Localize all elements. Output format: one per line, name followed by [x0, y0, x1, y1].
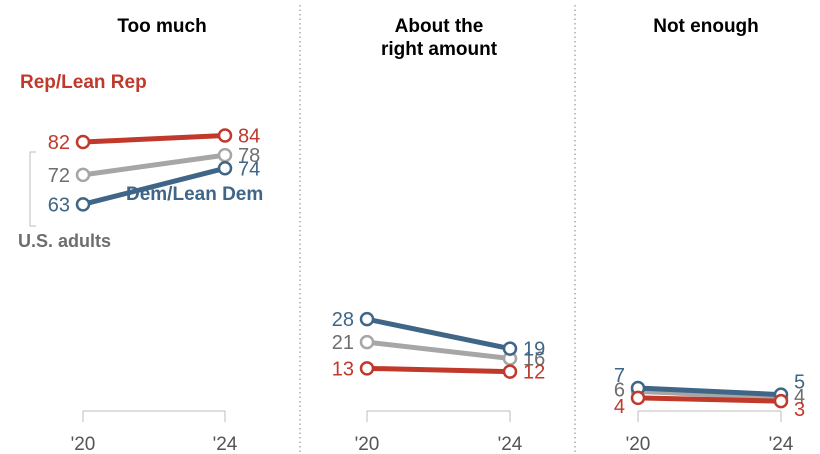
legend-label-rep: Rep/Lean Rep: [20, 72, 147, 93]
x-tick-label: '24: [498, 434, 523, 454]
value-label-rep: 12: [523, 362, 545, 384]
panel-title: About the: [395, 16, 484, 37]
x-tick-label: '24: [769, 434, 794, 454]
data-point-rep: [502, 364, 518, 379]
value-label-dem: 63: [48, 194, 70, 216]
series-line-dem: [80, 165, 228, 207]
value-label-us: 4: [794, 386, 805, 408]
series-line-us: [635, 388, 784, 401]
data-point-us: [217, 147, 233, 163]
value-label-rep: 82: [48, 132, 70, 154]
series-line-us: [80, 152, 228, 178]
series-line-dem: [364, 316, 513, 352]
value-label-rep: 13: [332, 358, 354, 380]
legend-label-us: U.S. adults: [18, 231, 111, 251]
value-label-us: 72: [48, 165, 70, 187]
value-label-dem: 5: [794, 372, 805, 394]
data-point-rep: [773, 393, 789, 409]
series-line-rep: [364, 365, 513, 375]
panel-dividers: [299, 5, 576, 454]
value-label-us: 78: [238, 145, 260, 167]
us-label-bracket: [29, 151, 36, 227]
value-label-rep: 4: [614, 396, 625, 418]
value-label-dem: 28: [332, 309, 354, 331]
data-point-dem: [359, 311, 375, 327]
series-line-dem: [635, 385, 784, 398]
x-axes: '20 '24 '20 '24 '20 '24: [71, 410, 794, 454]
panel-title: Not enough: [653, 16, 759, 37]
x-tick-label: '20: [626, 434, 651, 454]
data-point-rep: [630, 390, 646, 406]
data-point-rep: [359, 361, 375, 376]
series-lines: [75, 128, 789, 409]
data-point-dem: [502, 341, 518, 356]
value-label-us: 21: [332, 332, 354, 354]
series-line-rep: [635, 395, 784, 404]
inline-legend: Rep/Lean Rep Dem/Lean Dem U.S. adults: [18, 72, 263, 251]
x-tick-label: '20: [71, 434, 96, 454]
x-tick-label: '20: [355, 434, 380, 454]
panel-title: right amount: [381, 39, 498, 60]
data-point-dem: [75, 197, 91, 212]
panel-title: Too much: [117, 16, 206, 37]
value-label-us: 16: [523, 349, 545, 371]
value-label-dem: 19: [523, 339, 545, 361]
value-label-rep: 84: [238, 125, 260, 147]
x-tick-label: '24: [213, 434, 238, 454]
series-line-us: [364, 339, 513, 362]
value-label-rep: 3: [794, 399, 805, 421]
data-point-dem: [217, 161, 233, 176]
data-point-rep: [217, 128, 233, 143]
value-label-us: 6: [614, 379, 625, 401]
data-point-us: [359, 334, 375, 350]
series-line-rep: [80, 132, 228, 145]
value-label-dem: 7: [614, 365, 625, 387]
value-label-dem: 74: [238, 158, 260, 180]
data-point-us: [75, 167, 91, 183]
data-point-rep: [75, 134, 91, 150]
legend-label-dem: Dem/Lean Dem: [126, 184, 263, 205]
